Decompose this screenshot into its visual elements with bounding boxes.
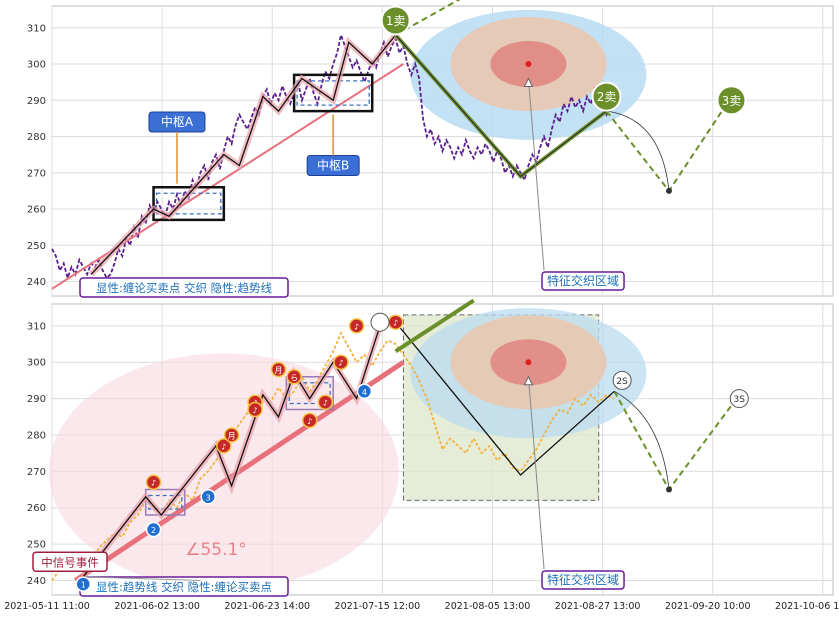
x-tick-label: 2021-06-23 14:00 — [224, 601, 310, 612]
y-tick-label: 240 — [27, 277, 46, 288]
buy-mark-label: 1 — [81, 581, 86, 590]
sell-point-label: 2卖 — [597, 90, 617, 104]
y-tick-label: 310 — [27, 23, 46, 34]
sell-mark-label: ♪ — [323, 399, 328, 408]
buy-mark-label: 4 — [362, 388, 367, 397]
zone-label-box — [541, 570, 625, 590]
sell-mark-label: ♪ — [338, 359, 343, 368]
y-tick-label: 310 — [27, 321, 46, 332]
footer-label: 显性:趋势线 交织 隐性:缠论买卖点 — [96, 580, 272, 594]
zone-arrow — [527, 78, 545, 271]
sell-mark-label: ら — [290, 373, 298, 382]
bi-line — [90, 33, 607, 275]
buy-mark — [356, 383, 373, 400]
zone-arrow-head — [523, 77, 534, 87]
event-label-box — [32, 551, 108, 573]
y-tick-label: 280 — [27, 132, 46, 143]
sell-point-3 — [716, 85, 747, 116]
y-tick-label: 250 — [27, 241, 46, 252]
zhongshu-box — [152, 186, 226, 222]
zone-center — [525, 359, 532, 366]
sell-mark-label: ♪ — [307, 417, 312, 426]
forecast-low-dot — [665, 486, 672, 493]
zhongshu-b-label: 中枢B — [317, 158, 349, 173]
y-tick-label: 270 — [27, 168, 46, 179]
forecast-arc — [606, 110, 670, 191]
y-tick-label: 290 — [27, 394, 46, 405]
buy-mark-label: 2 — [151, 526, 156, 535]
zone-label: 特征交织区域 — [547, 572, 619, 587]
y-tick-label: 300 — [27, 358, 46, 369]
forecast-low-dot — [665, 187, 672, 194]
y-tick-label: 290 — [27, 96, 46, 107]
zone-label: 特征交织区域 — [547, 273, 619, 288]
zone-label-box — [541, 271, 625, 291]
green-solid — [394, 298, 475, 353]
y-tick-label: 260 — [27, 205, 46, 216]
sell-point-1 — [380, 5, 411, 36]
sell-point-2 — [591, 81, 622, 112]
green-core — [395, 34, 607, 178]
event-label: 中信号事件 — [41, 555, 99, 569]
buy-mark — [75, 576, 91, 592]
zone-center — [525, 61, 532, 67]
sell-mark — [348, 318, 365, 334]
sell-mark — [317, 394, 334, 410]
forecast-arc — [614, 390, 670, 490]
zhongshu-a-label: 中枢A — [161, 114, 194, 129]
s-mark-label: 2S — [616, 377, 628, 387]
y-tick-label: 280 — [27, 430, 46, 441]
x-tick-label: 2021-08-27 13:00 — [555, 601, 641, 612]
y-tick-label: 250 — [27, 540, 46, 551]
zhongshu-inner — [296, 80, 370, 106]
sell-point-label: 3卖 — [722, 94, 742, 108]
sell-mark-label: ♪ — [354, 322, 359, 331]
buy-mark — [200, 489, 216, 505]
sell-mark-label: ♪ — [253, 406, 258, 415]
panel-bottom: 240 250 260 270 280 290 300 310 2021-05-11 11:00… — [4, 298, 839, 612]
sell-mark-label: ♪ — [221, 442, 226, 451]
zone-arrow — [527, 376, 545, 570]
footer-label-box — [79, 277, 289, 298]
sell-mark — [223, 427, 240, 443]
sell-mark — [333, 354, 349, 370]
sell-mark — [216, 438, 232, 454]
sell-mark — [270, 361, 287, 378]
sell-mark-label: 月 — [228, 431, 236, 440]
y-tick-label: 300 — [27, 60, 46, 71]
buy-mark — [145, 521, 162, 538]
footer-label: 显性:缠论买卖点 交织 隐性:趋势线 — [96, 281, 273, 295]
s-mark — [729, 389, 749, 409]
sell-mark-label: ♪ — [393, 319, 398, 328]
y-tick-label: 240 — [27, 576, 46, 587]
x-tick-label: 2021-09-20 10:00 — [665, 601, 751, 612]
zone-arrow-head — [523, 375, 534, 386]
x-tick-label: 2021-05-11 11:00 — [4, 601, 90, 612]
sell-mark — [145, 474, 162, 490]
x-tick-label: 2021-10-06 11:00 — [775, 601, 839, 612]
price-series — [51, 31, 612, 281]
y-tick-label: 260 — [27, 503, 46, 514]
sell-mark — [247, 401, 263, 418]
s-mark-label: 3S — [734, 395, 746, 405]
angle-ray — [83, 576, 201, 581]
angle-label: ∠55.1° — [185, 540, 247, 560]
sell-mark — [286, 369, 302, 385]
sell-mark — [301, 412, 318, 429]
sell-mark-label: ♪ — [151, 479, 156, 488]
buy-mark-label: 3 — [206, 493, 211, 502]
sell-point-label: 1卖 — [386, 14, 406, 28]
s-mark — [370, 312, 390, 332]
y-tick-label: 270 — [27, 467, 46, 478]
x-tick-label: 2021-07-15 12:00 — [335, 601, 421, 612]
zhongshu-box — [144, 488, 186, 516]
x-tick-label: 2021-08-05 13:00 — [445, 601, 531, 612]
x-tick-label: 2021-06-02 13:00 — [114, 601, 200, 612]
sell-mark-label: 月 — [274, 366, 282, 375]
s-mark — [612, 370, 632, 390]
